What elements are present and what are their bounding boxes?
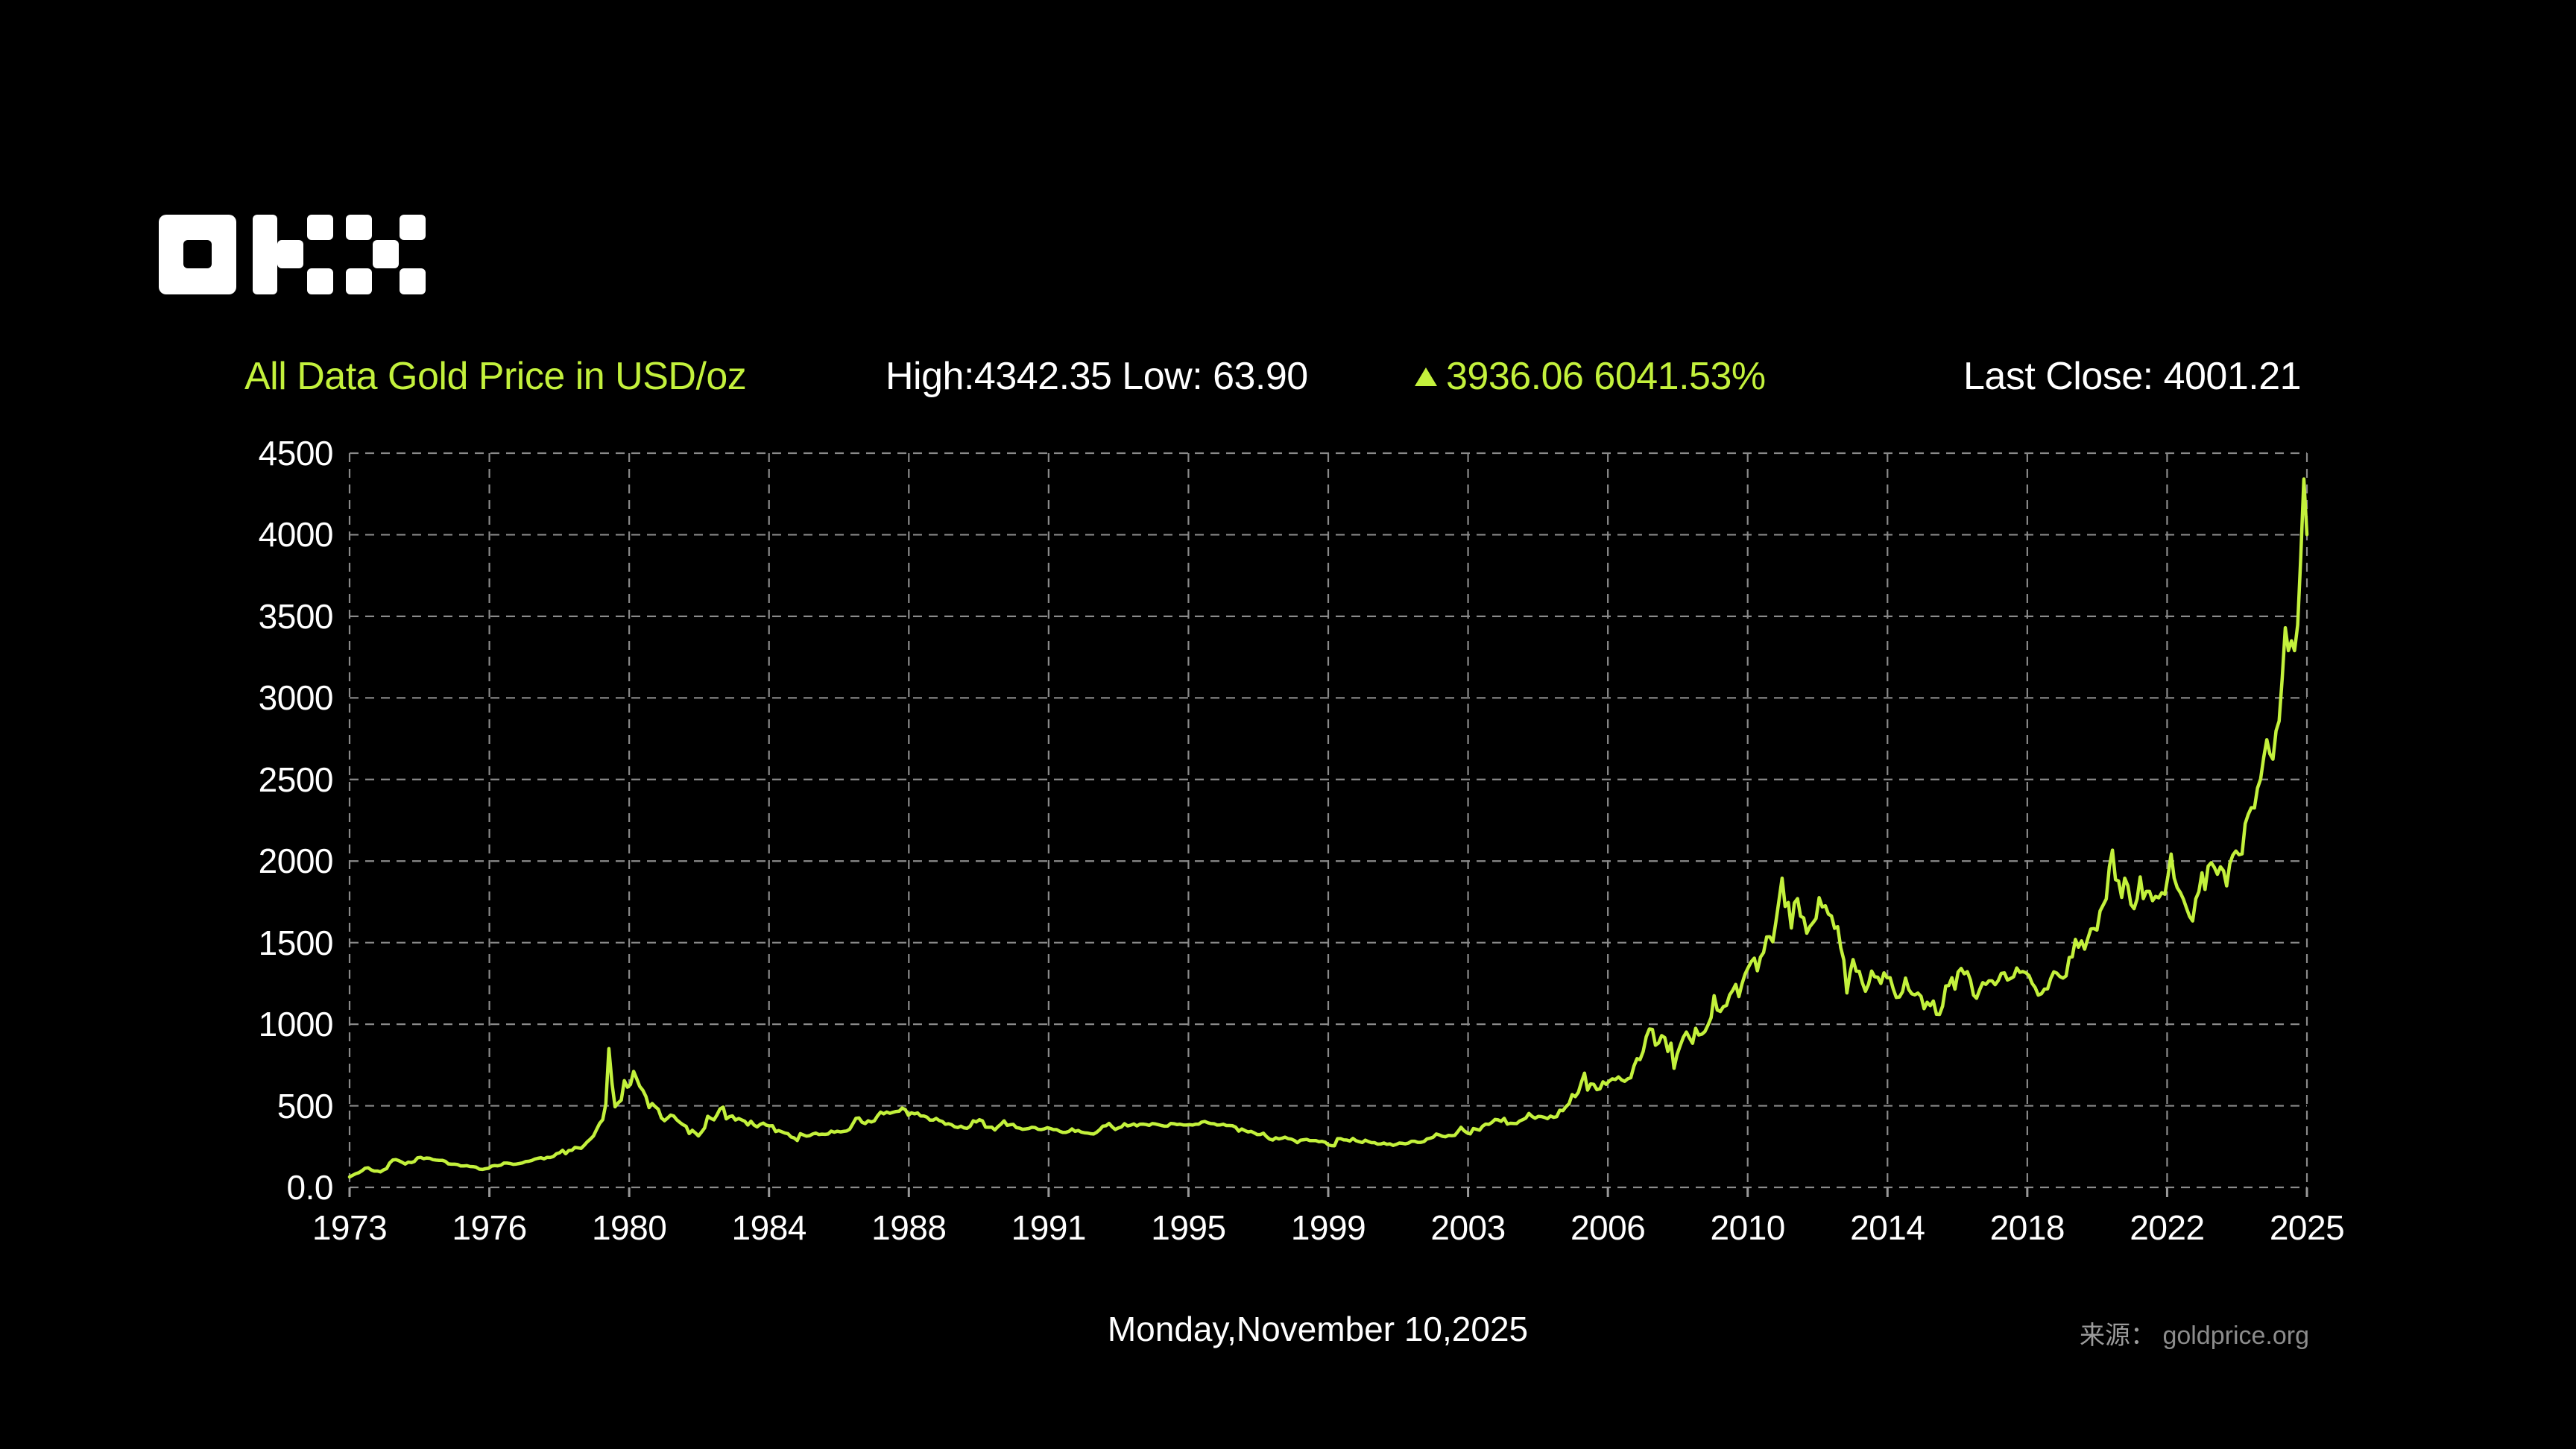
- x-axis-label: 2022: [2130, 1208, 2205, 1247]
- x-axis-label: 2006: [1570, 1208, 1646, 1247]
- y-axis-label: 3000: [258, 678, 334, 718]
- y-axis-label: 500: [277, 1086, 334, 1126]
- x-axis-label: 1995: [1151, 1208, 1226, 1247]
- footer-date: Monday,November 10,2025: [1107, 1310, 1529, 1348]
- page-title: All Data Gold Price in USD/oz: [244, 355, 747, 398]
- y-axis-label: 2000: [258, 842, 334, 881]
- y-axis-label: 4500: [258, 434, 334, 473]
- x-axis-label: 1984: [731, 1208, 807, 1247]
- data-source: 来源： goldprice.org: [2080, 1315, 2309, 1351]
- stat-change: 3936.06 6041.53%: [1415, 356, 1766, 397]
- y-axis-label: 2500: [258, 760, 334, 799]
- x-axis-label: 1988: [871, 1208, 947, 1247]
- y-axis-label: 0.0: [286, 1168, 334, 1207]
- x-axis-label: 1980: [591, 1208, 667, 1247]
- x-axis-label: 2010: [1710, 1208, 1786, 1247]
- source-label: 来源：: [2079, 1322, 2156, 1350]
- y-axis-label: 4000: [258, 515, 334, 555]
- x-axis-label: 2014: [1850, 1208, 1925, 1247]
- x-axis-label: 1976: [452, 1208, 527, 1247]
- x-axis-label: 2003: [1430, 1208, 1506, 1247]
- stat-last-close: Last Close: 4001.21: [1963, 355, 2302, 398]
- okx-logo: [159, 215, 426, 294]
- stat-change-value: 3936.06 6041.53%: [1446, 355, 1766, 398]
- up-triangle-icon: [1415, 367, 1437, 386]
- y-axis-label: 1500: [258, 923, 334, 962]
- gold-price-line: [347, 477, 2309, 1179]
- x-axis-label: 1999: [1290, 1208, 1366, 1247]
- y-axis-label: 3500: [258, 596, 334, 636]
- source-site: goldprice.org: [2162, 1322, 2309, 1350]
- stat-high-low: High:4342.35 Low: 63.90: [886, 355, 1308, 398]
- x-axis-label: 1973: [312, 1208, 388, 1247]
- x-axis-label: 2018: [1989, 1208, 2065, 1247]
- x-axis-label: 1991: [1011, 1208, 1087, 1247]
- y-axis-label: 1000: [258, 1005, 334, 1044]
- x-axis-label: 2025: [2269, 1208, 2345, 1247]
